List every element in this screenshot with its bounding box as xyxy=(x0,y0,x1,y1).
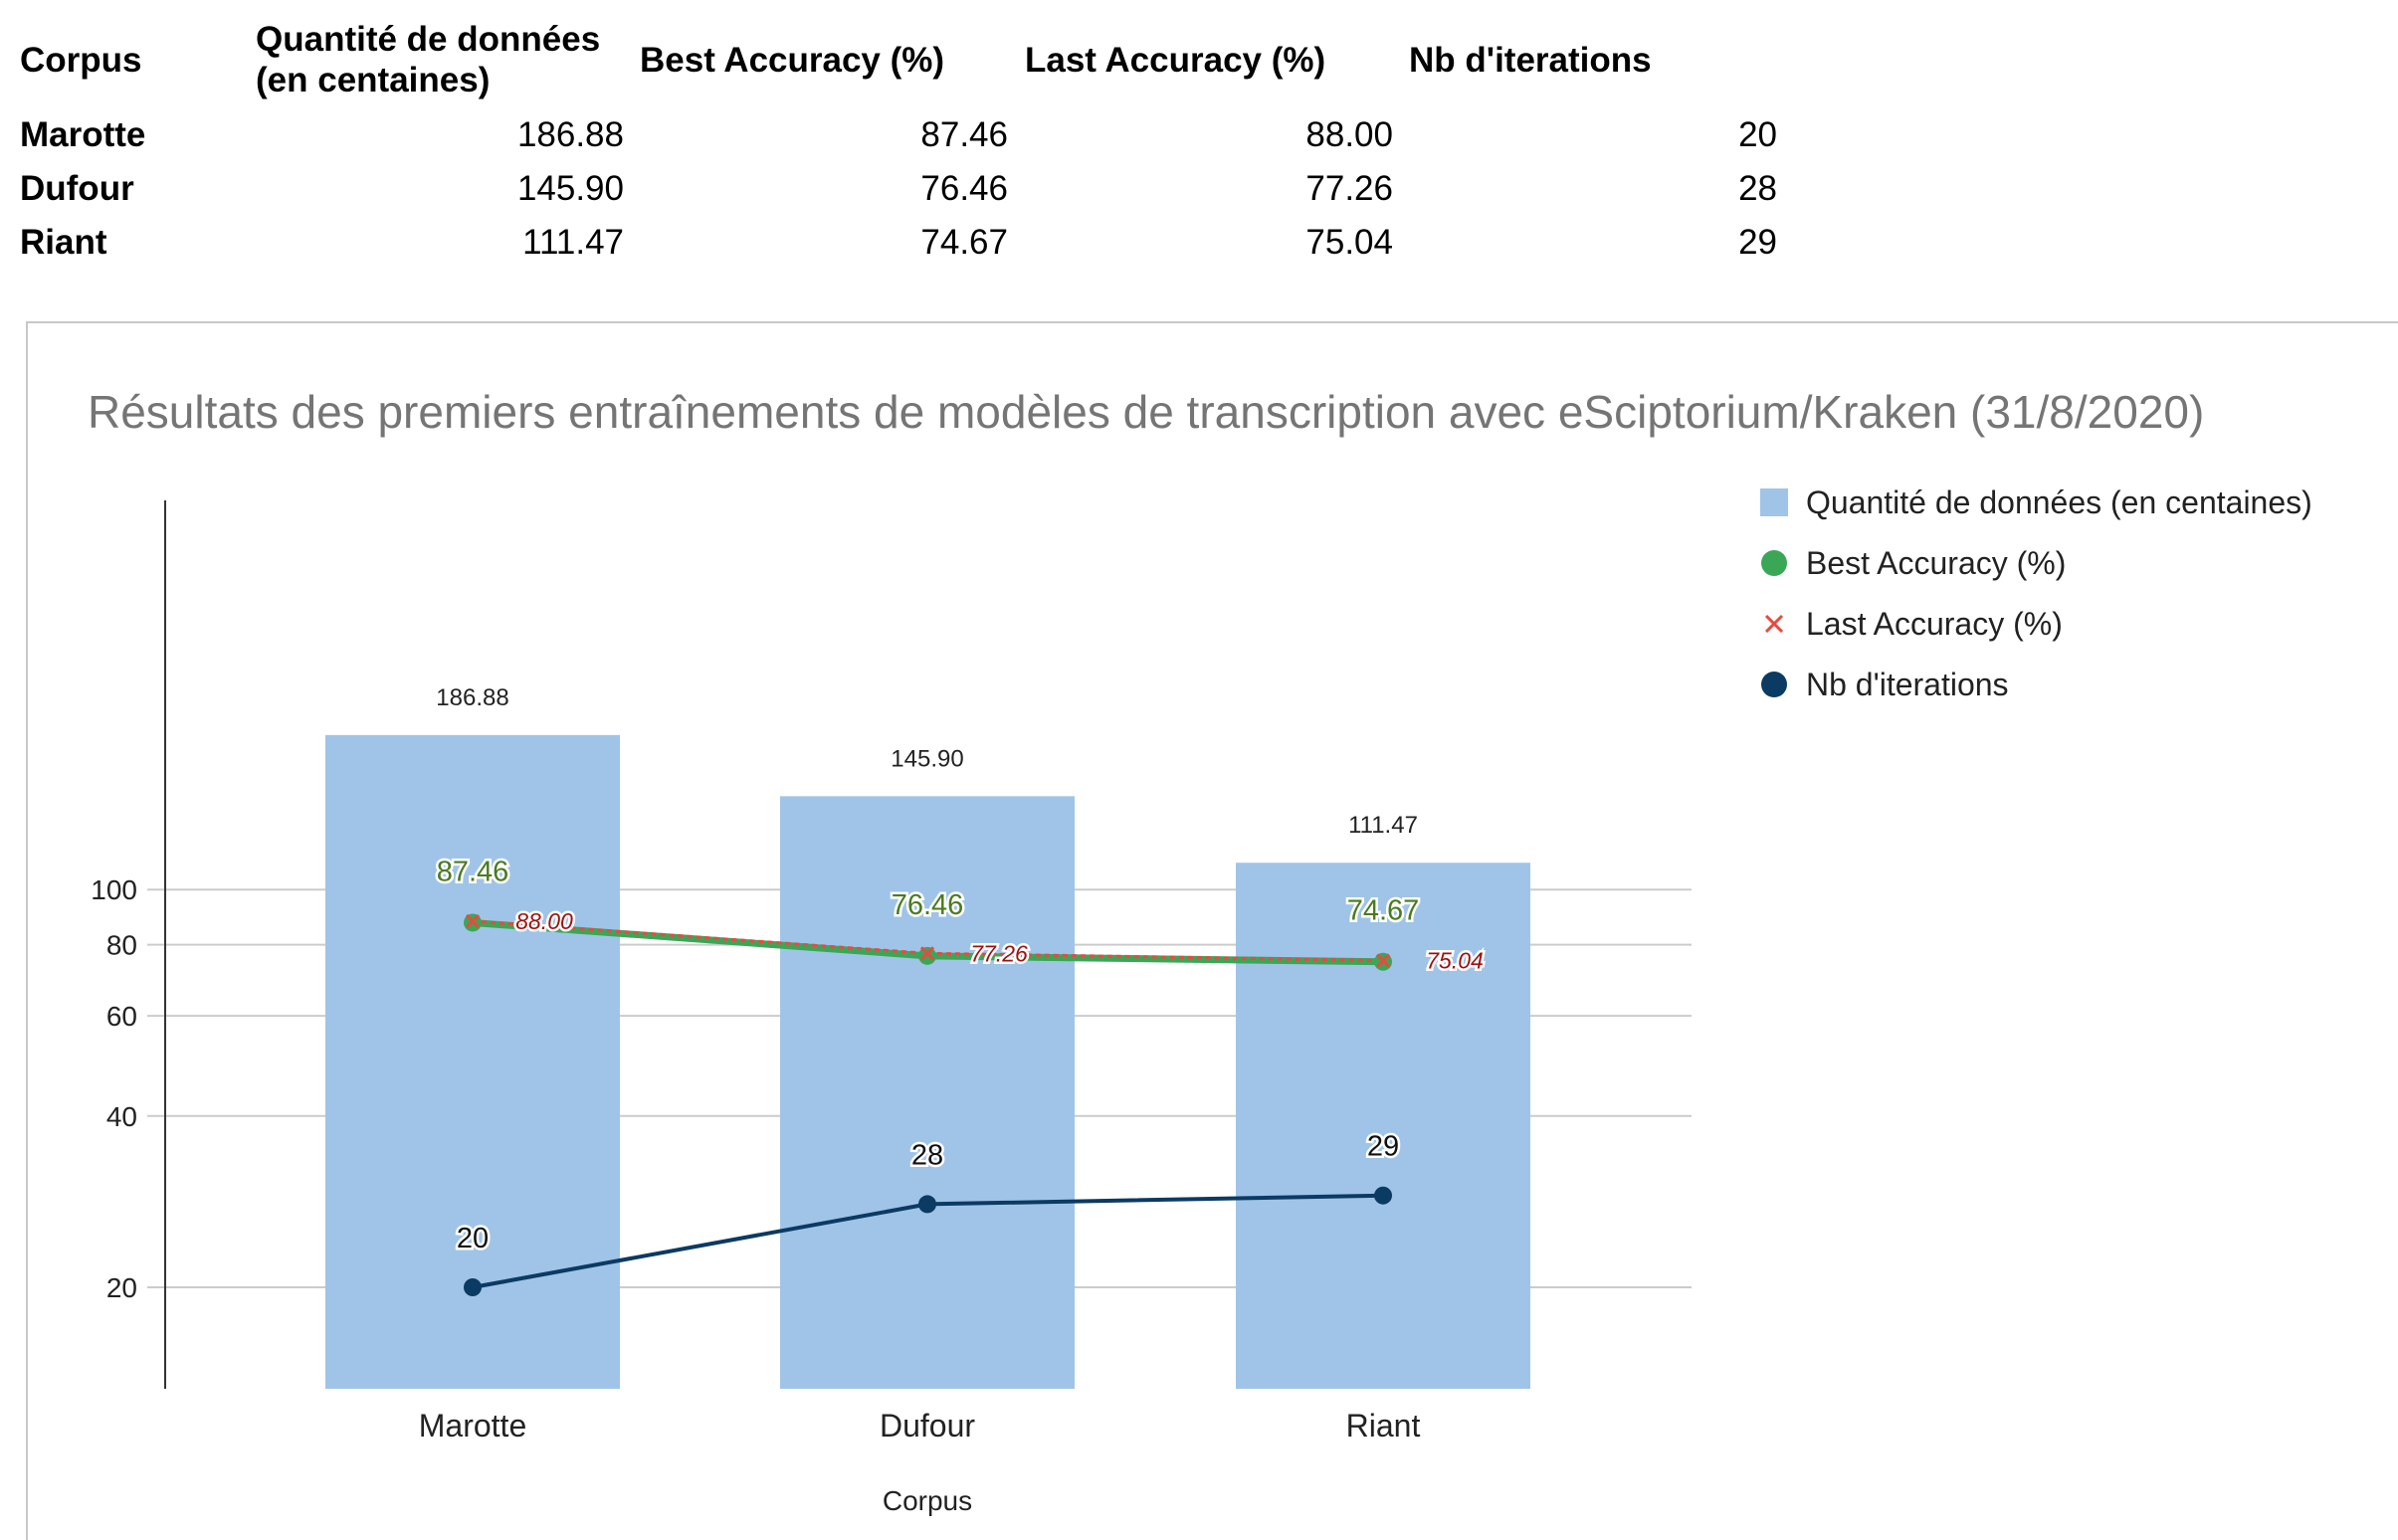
legend-swatch xyxy=(1761,550,1787,576)
chart-frame xyxy=(26,321,2398,1540)
row-last: 88.00 xyxy=(1305,115,1393,154)
data-table: Corpus Quantité de données (en centaines… xyxy=(0,0,2398,298)
row-iter: 28 xyxy=(1738,169,1777,208)
row-last: 77.26 xyxy=(1305,169,1393,208)
legend-item: Last Accuracy (%) xyxy=(1764,606,2063,642)
row-iter: 29 xyxy=(1738,223,1777,262)
last-accuracy-marker xyxy=(1375,953,1391,968)
last-accuracy-label: 75.04 xyxy=(1426,948,1484,974)
x-tick-label: Riant xyxy=(1346,1408,1421,1444)
best-accuracy-label: 74.67 xyxy=(1347,895,1420,927)
iterations-label: 28 xyxy=(911,1139,943,1171)
last-accuracy-marker xyxy=(465,913,481,929)
legend-swatch xyxy=(1761,672,1787,697)
chart-title: Résultats des premiers entraînements de … xyxy=(88,386,2204,438)
row-quantite: 145.90 xyxy=(516,169,624,208)
legend-label: Nb d'iterations xyxy=(1806,667,2009,702)
y-tick-label: 20 xyxy=(106,1272,137,1303)
x-axis-title: Corpus xyxy=(883,1485,972,1516)
bar-data-label: 186.88 xyxy=(436,684,508,711)
iterations-point xyxy=(464,1278,482,1296)
legend-item: Best Accuracy (%) xyxy=(1761,545,2066,581)
x-tick-label: Marotte xyxy=(419,1408,526,1444)
y-tick-label: 100 xyxy=(91,874,137,905)
row-quantite: 186.88 xyxy=(516,115,624,154)
row-quantite: 111.47 xyxy=(522,223,624,262)
row-best: 74.67 xyxy=(920,223,1008,262)
iterations-label: 29 xyxy=(1367,1131,1399,1163)
legend-label: Last Accuracy (%) xyxy=(1806,606,2063,642)
legend-swatch xyxy=(1760,488,1788,516)
last-accuracy-label: 88.00 xyxy=(515,908,573,934)
legend-item: Quantité de données (en centaines) xyxy=(1760,484,2312,520)
row-corpus: Riant xyxy=(20,223,107,262)
header-corpus: Corpus xyxy=(20,41,142,80)
x-tick-label: Dufour xyxy=(880,1408,975,1444)
bar xyxy=(1236,863,1530,1389)
y-tick-label: 60 xyxy=(106,1001,137,1032)
y-tick-label: 80 xyxy=(106,930,137,961)
row-corpus: Marotte xyxy=(20,115,146,154)
legend-label: Quantité de données (en centaines) xyxy=(1806,484,2312,520)
last-accuracy-marker xyxy=(919,946,935,961)
best-accuracy-label: 76.46 xyxy=(892,889,964,921)
header-iterations: Nb d'iterations xyxy=(1409,41,1652,80)
bar xyxy=(780,796,1075,1389)
row-last: 75.04 xyxy=(1305,223,1393,262)
header-last-accuracy: Last Accuracy (%) xyxy=(1025,41,1326,80)
iterations-label: 20 xyxy=(457,1223,489,1254)
bar-data-label: 145.90 xyxy=(891,745,963,772)
y-tick-label: 40 xyxy=(106,1101,137,1132)
iterations-point xyxy=(1374,1186,1392,1205)
last-accuracy-label: 77.26 xyxy=(970,940,1028,966)
header-best-accuracy: Best Accuracy (%) xyxy=(640,41,945,80)
iterations-point xyxy=(918,1195,936,1214)
legend-item: Nb d'iterations xyxy=(1761,667,2009,702)
bar-data-label: 111.47 xyxy=(1348,812,1418,839)
row-best: 76.46 xyxy=(920,169,1008,208)
row-best: 87.46 xyxy=(920,115,1008,154)
best-accuracy-point xyxy=(918,946,936,965)
best-accuracy-label: 87.46 xyxy=(437,856,509,887)
legend-label: Best Accuracy (%) xyxy=(1806,545,2066,581)
row-corpus: Dufour xyxy=(20,169,134,208)
header-quantite: Quantité de données (en centaines) xyxy=(256,20,601,99)
row-iter: 20 xyxy=(1738,115,1777,154)
